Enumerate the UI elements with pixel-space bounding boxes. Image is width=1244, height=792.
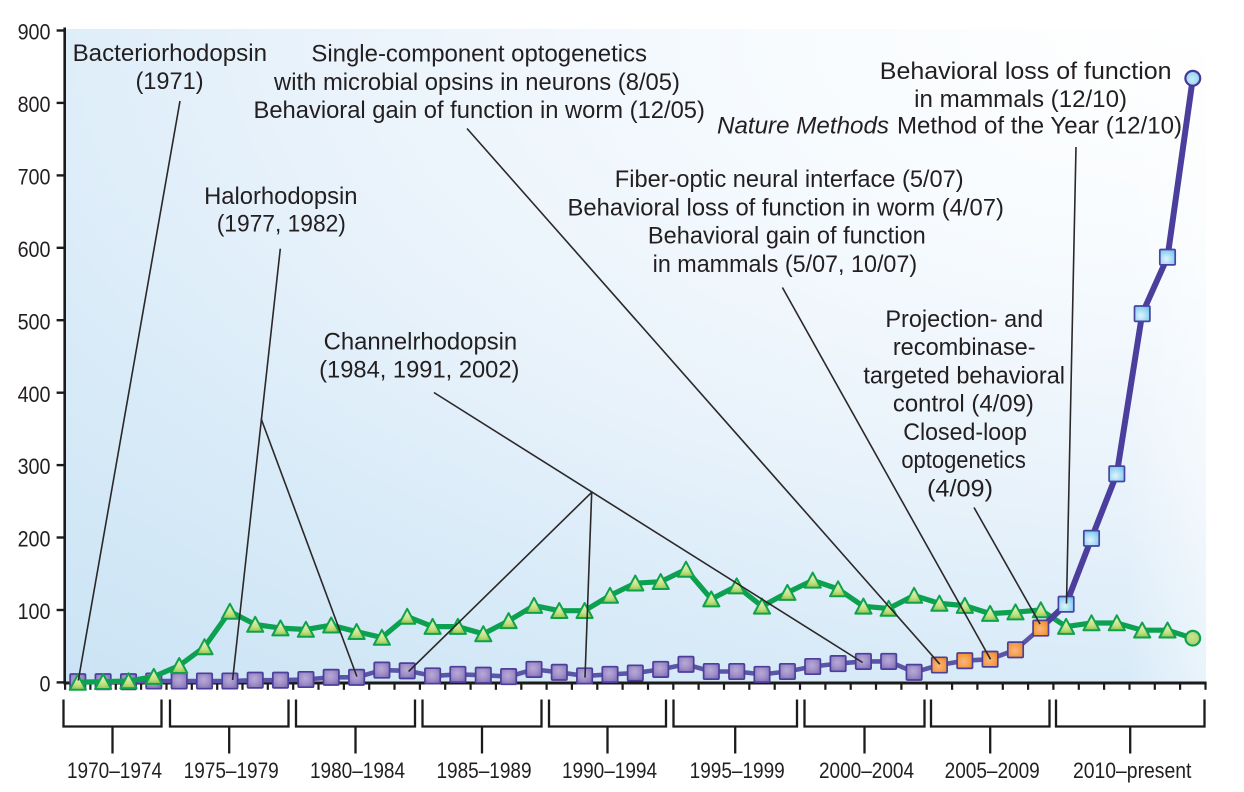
svg-text:Bacteriorhodopsin: Bacteriorhodopsin: [73, 40, 267, 67]
svg-text:control (4/09): control (4/09): [893, 391, 1034, 418]
svg-text:(1984, 1991, 2002): (1984, 1991, 2002): [319, 356, 519, 383]
svg-text:1975–1979: 1975–1979: [184, 758, 279, 783]
svg-text:300: 300: [18, 454, 51, 479]
svg-text:with microbial opsins in neuro: with microbial opsins in neurons (8/05): [273, 69, 680, 96]
svg-text:400: 400: [18, 382, 51, 407]
svg-text:1995–1999: 1995–1999: [690, 758, 785, 783]
svg-text:Method of the Year (12/10): Method of the Year (12/10): [897, 113, 1182, 140]
svg-text:optogenetics: optogenetics: [901, 447, 1026, 474]
svg-text:2005–2009: 2005–2009: [945, 758, 1040, 783]
svg-text:Behavioral gain of function in: Behavioral gain of function in worm (12/…: [254, 97, 705, 124]
svg-text:100: 100: [18, 599, 51, 624]
svg-text:(1977, 1982): (1977, 1982): [217, 211, 346, 238]
svg-text:in mammals (12/10): in mammals (12/10): [914, 86, 1127, 113]
svg-text:900: 900: [18, 20, 51, 45]
svg-text:700: 700: [18, 165, 51, 190]
svg-text:recombinase-: recombinase-: [893, 334, 1036, 361]
svg-text:Behavioral loss of function in: Behavioral loss of function in worm (4/0…: [568, 194, 1004, 221]
svg-text:(4/09): (4/09): [927, 476, 993, 503]
svg-text:1980–1984: 1980–1984: [310, 758, 405, 783]
svg-text:200: 200: [18, 527, 51, 552]
svg-text:2010–present: 2010–present: [1073, 758, 1192, 783]
svg-text:500: 500: [18, 309, 51, 334]
svg-text:0: 0: [40, 672, 51, 697]
svg-text:Closed-loop: Closed-loop: [903, 419, 1027, 446]
svg-text:2000–2004: 2000–2004: [819, 758, 914, 783]
svg-text:Behavioral loss of function: Behavioral loss of function: [880, 58, 1172, 85]
svg-text:targeted behavioral: targeted behavioral: [863, 363, 1065, 390]
svg-text:1985–1989: 1985–1989: [436, 758, 531, 783]
svg-text:in mammals (5/07, 10/07): in mammals (5/07, 10/07): [653, 251, 918, 278]
svg-text:1970–1974: 1970–1974: [67, 758, 162, 783]
svg-text:600: 600: [18, 237, 51, 262]
svg-text:Halorhodopsin: Halorhodopsin: [204, 183, 357, 210]
svg-text:800: 800: [18, 92, 51, 117]
svg-text:Fiber-optic neural interface (: Fiber-optic neural interface (5/07): [615, 166, 964, 193]
svg-text:Single-component optogenetics: Single-component optogenetics: [311, 41, 647, 68]
svg-text:Behavioral gain of function: Behavioral gain of function: [648, 223, 926, 250]
svg-text:(1971): (1971): [135, 68, 203, 95]
svg-text:Channelrhodopsin: Channelrhodopsin: [324, 328, 518, 355]
svg-text:Projection- and: Projection- and: [885, 306, 1043, 333]
svg-text:Nature Methods: Nature Methods: [717, 113, 889, 140]
svg-text:1990–1994: 1990–1994: [562, 758, 657, 783]
